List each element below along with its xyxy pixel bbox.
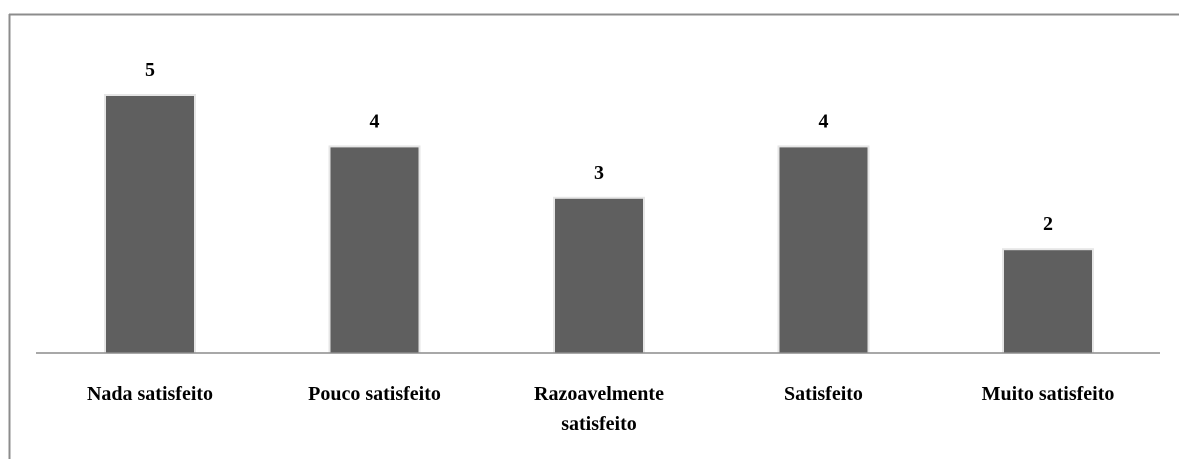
bars-layer xyxy=(104,94,1094,353)
category-label: Muito satisfeito xyxy=(982,383,1115,405)
category-label: Pouco satisfeito xyxy=(308,383,441,405)
bar xyxy=(1004,250,1092,353)
data-label: 5 xyxy=(145,59,155,81)
category-label-line: Nada satisfeito xyxy=(87,383,213,405)
bar xyxy=(106,96,194,353)
category-label: Nada satisfeito xyxy=(87,383,213,405)
data-label: 3 xyxy=(594,162,604,184)
category-label: Razoavelmente satisfeito xyxy=(534,383,664,435)
data-labels-layer: 5 4 3 4 2 xyxy=(145,59,1053,235)
category-label-line: Pouco satisfeito xyxy=(308,383,441,405)
bar xyxy=(779,147,868,353)
category-label-line: Satisfeito xyxy=(784,383,863,405)
data-label: 2 xyxy=(1043,213,1053,235)
bar xyxy=(330,147,419,353)
data-label: 4 xyxy=(370,110,380,132)
bar xyxy=(555,198,643,353)
data-label: 4 xyxy=(819,110,829,132)
category-labels-layer: Nada satisfeito Pouco satisfeito Razoavelm… xyxy=(87,383,1114,435)
category-label-line: Razoavelmente xyxy=(534,383,664,405)
category-label-line: satisfeito xyxy=(561,413,637,435)
category-label: Satisfeito xyxy=(784,383,863,405)
category-label-line: Muito satisfeito xyxy=(982,383,1115,405)
